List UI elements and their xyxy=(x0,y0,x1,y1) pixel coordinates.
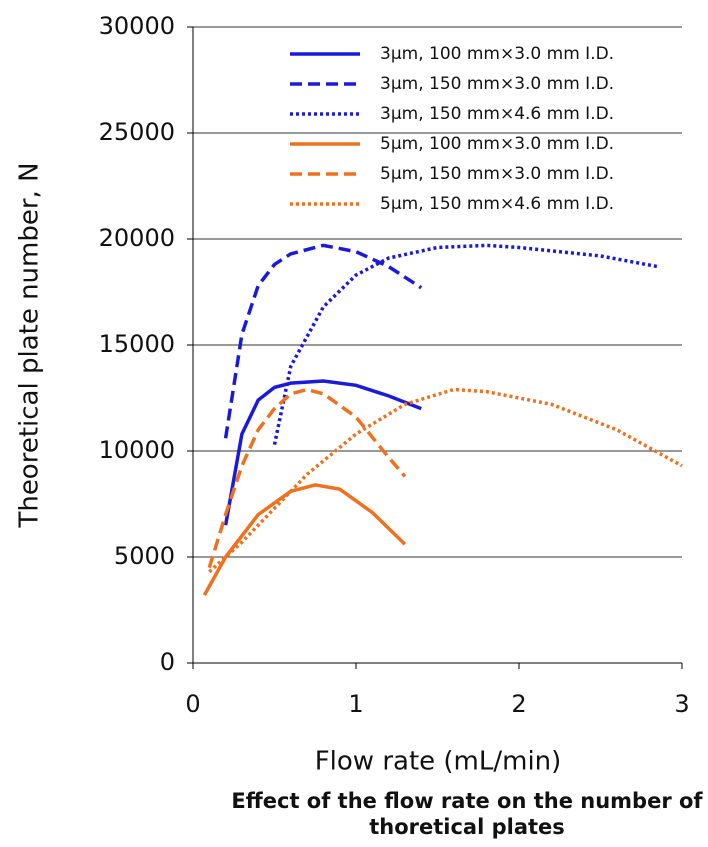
x-tick-label: 2 xyxy=(511,690,526,718)
x-axis-label: Flow rate (mL/min) xyxy=(315,747,562,777)
legend-label: 5μm, 150 mm×4.6 mm I.D. xyxy=(380,194,614,214)
caption: Effect of the flow rate on the number of… xyxy=(231,789,703,839)
series-line xyxy=(223,379,422,526)
series-line xyxy=(272,243,658,445)
y-tick-label: 20000 xyxy=(99,224,175,252)
series-line xyxy=(208,387,683,574)
legend-label: 3μm, 150 mm×3.0 mm I.D. xyxy=(380,74,614,94)
legend-label: 3μm, 100 mm×3.0 mm I.D. xyxy=(380,44,614,64)
y-tick-label: 25000 xyxy=(99,118,175,146)
legend-label: 5μm, 150 mm×3.0 mm I.D. xyxy=(380,164,614,184)
series-line xyxy=(202,483,407,597)
y-tick-label: 5000 xyxy=(114,542,175,570)
y-tick-label: 15000 xyxy=(99,330,175,358)
y-tick-label: 30000 xyxy=(99,12,175,40)
series-line xyxy=(223,243,423,439)
x-tick-label: 3 xyxy=(674,690,689,718)
x-tick-label: 0 xyxy=(185,690,200,718)
y-tick-label: 0 xyxy=(160,648,175,676)
x-tick-label: 1 xyxy=(348,690,363,718)
y-tick-label: 10000 xyxy=(99,436,175,464)
legend-label: 5μm, 100 mm×3.0 mm I.D. xyxy=(380,134,614,154)
y-axis-label: Theoretical plate number, N xyxy=(15,162,45,528)
legend-label: 3μm, 150 mm×4.6 mm I.D. xyxy=(380,104,614,124)
